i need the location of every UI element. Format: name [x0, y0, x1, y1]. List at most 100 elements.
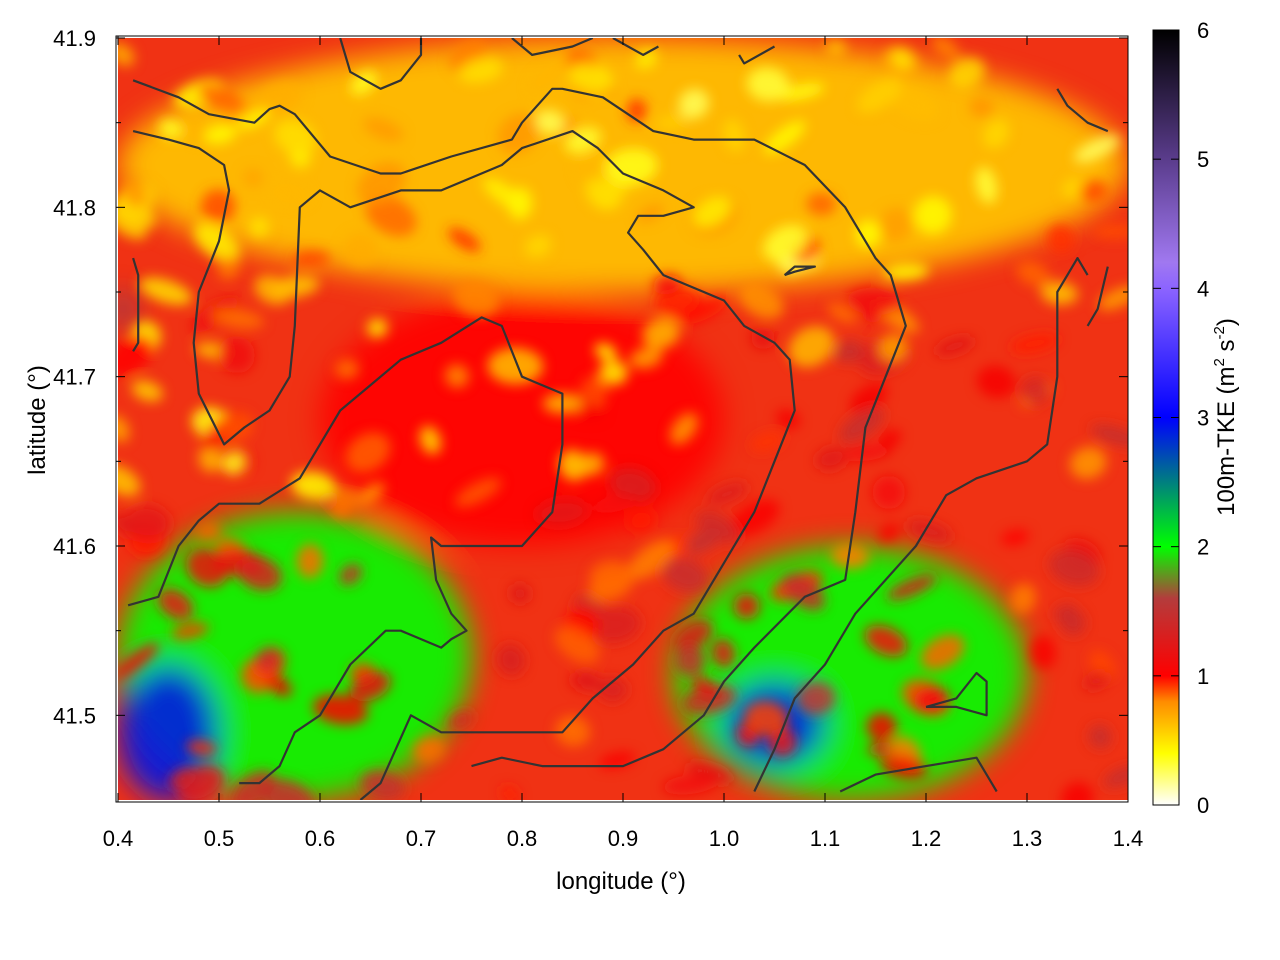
tke-texture: [975, 166, 998, 204]
tke-texture: [589, 606, 641, 644]
tke-texture: [349, 671, 391, 702]
tke-texture: [1001, 529, 1030, 546]
x-tick-label: 1.2: [911, 826, 942, 851]
tke-texture: [339, 563, 362, 585]
tke-texture: [764, 120, 806, 155]
tke-texture: [118, 415, 130, 443]
tke-texture: [597, 677, 628, 702]
colorbar-label: 100m-TKE (m2 s-2): [1211, 318, 1240, 516]
tke-texture: [579, 452, 605, 476]
tke-texture: [131, 380, 163, 402]
tke-texture: [535, 109, 565, 135]
tke-texture: [849, 383, 888, 414]
tke-texture: [118, 42, 135, 67]
tke-texture: [453, 280, 500, 317]
tke-texture: [248, 216, 270, 238]
colorbar-tick-label: 3: [1197, 406, 1209, 431]
tke-texture: [269, 181, 311, 206]
tke-texture: [593, 495, 635, 514]
tke-texture: [496, 644, 526, 676]
tke-texture: [585, 178, 621, 211]
tke-texture: [454, 477, 502, 508]
colorbar-label-main: 100m-TKE (m: [1213, 367, 1240, 516]
y-axis: 41.5 41.6 41.7 41.8 41.9: [53, 26, 1128, 728]
colorbar-label-sup2: -2: [1211, 326, 1228, 339]
tke-texture: [678, 297, 728, 325]
tke-texture: [598, 360, 628, 385]
tke-texture: [500, 785, 520, 800]
tke-texture: [1097, 285, 1128, 311]
tke-texture: [906, 520, 952, 543]
tke-texture: [1010, 583, 1037, 614]
tke-texture: [157, 588, 194, 621]
tke-texture: [419, 426, 442, 455]
contour-line: [783, 265, 816, 277]
tke-texture: [204, 124, 237, 145]
tke-texture: [662, 774, 719, 795]
tke-texture: [609, 467, 657, 502]
y-tick-label: 41.7: [53, 365, 96, 390]
tke-texture: [444, 364, 470, 388]
tke-texture: [674, 644, 706, 676]
tke-texture: [193, 222, 241, 263]
tke-texture: [692, 196, 731, 228]
tke-texture: [1083, 671, 1109, 690]
tke-texture: [217, 257, 241, 280]
tke-texture: [982, 119, 1010, 149]
tke-texture: [604, 148, 658, 186]
tke-texture: [198, 446, 223, 473]
contour-line: [753, 257, 1089, 792]
tke-texture: [581, 376, 607, 407]
tke-texture: [841, 443, 893, 462]
x-axis: 0.4 0.5 0.6 0.7 0.8 0.9 1.0 1.1 1.2 1.3 1.4: [103, 36, 1143, 851]
tke-texture: [879, 429, 902, 448]
tke-texture: [215, 411, 254, 442]
tke-texture: [887, 85, 939, 121]
tke-texture: [806, 192, 837, 216]
x-tick-label: 0.7: [406, 826, 437, 851]
x-tick-label: 1.0: [709, 826, 740, 851]
tke-texture: [535, 499, 589, 527]
tke-texture: [255, 82, 303, 116]
tke-texture: [723, 118, 745, 152]
tke-texture: [730, 499, 780, 536]
tke-texture: [290, 471, 336, 500]
tke-texture: [237, 556, 282, 591]
tke-texture: [691, 675, 718, 699]
tke-field: [118, 38, 1128, 800]
tke-texture: [296, 543, 324, 579]
tke-texture: [711, 638, 736, 668]
tke-texture: [931, 38, 960, 61]
tke-texture: [186, 740, 218, 756]
x-tick-label: 1.3: [1012, 826, 1043, 851]
tke-texture: [1103, 765, 1128, 788]
tke-texture: [673, 619, 713, 652]
tke-texture: [564, 127, 602, 154]
y-tick-label: 41.9: [53, 26, 96, 51]
contour-line: [339, 38, 423, 90]
tke-texture: [222, 451, 245, 475]
tke-texture: [1092, 224, 1128, 239]
colorbar-label-sup1: 2: [1211, 358, 1228, 366]
colorbar-tick-label: 4: [1197, 276, 1209, 301]
tke-texture: [568, 62, 614, 92]
contour-line: [1086, 266, 1109, 327]
tke-texture: [448, 227, 481, 253]
tke-texture: [1048, 549, 1100, 587]
tke-texture: [825, 39, 847, 58]
tke-texture: [195, 522, 221, 541]
tke-texture: [124, 504, 171, 540]
contour-line: [1056, 88, 1109, 133]
colorbar-tick-label: 6: [1197, 18, 1209, 43]
tke-texture: [678, 89, 710, 119]
tke-texture: [330, 487, 357, 518]
tke-texture: [1016, 260, 1050, 287]
tke-texture: [458, 57, 504, 84]
tke-texture: [366, 318, 388, 338]
colorbar-tick-label: 1: [1197, 664, 1209, 689]
x-axis-label: longitude (°): [556, 868, 686, 895]
tke-texture: [594, 343, 617, 361]
tke-texture: [158, 118, 183, 139]
tke-texture: [738, 282, 784, 320]
